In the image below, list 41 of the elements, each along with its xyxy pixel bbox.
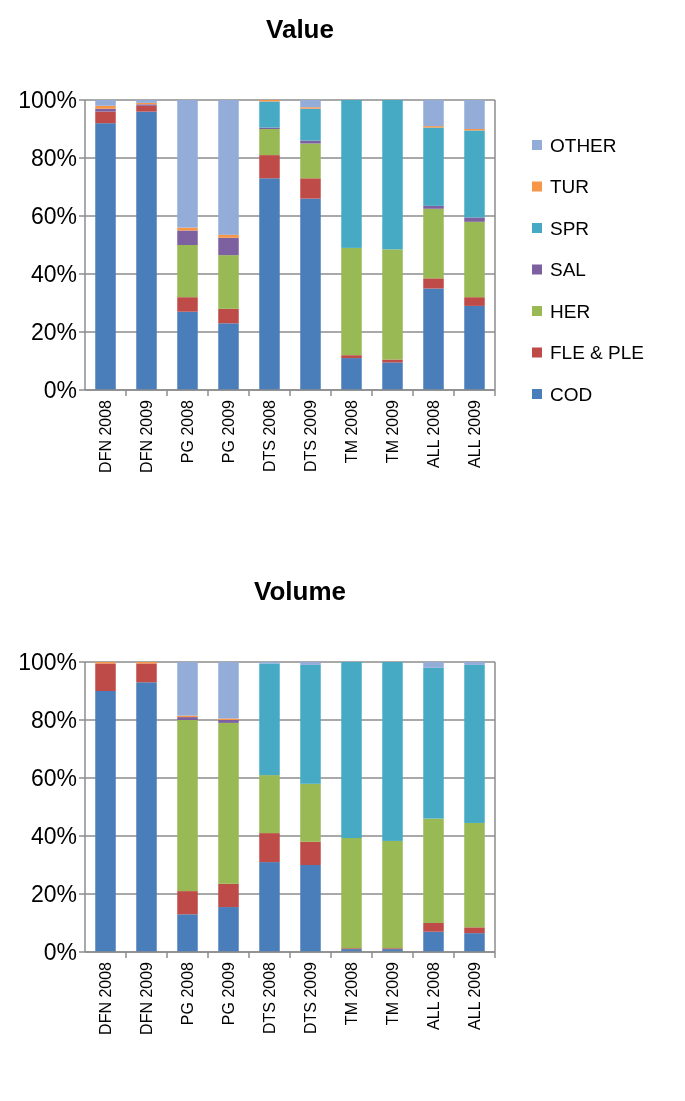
legend-label: SPR <box>550 217 590 239</box>
x-tick-label: TM 2009 <box>384 399 402 464</box>
x-tick-label: DFN 2008 <box>97 961 115 1035</box>
x-tick-label: DTS 2008 <box>261 961 279 1035</box>
x-tick-label: TM 2009 <box>384 961 402 1026</box>
x-tick-label: DFN 2008 <box>97 399 115 473</box>
y-tick-label: 100% <box>18 87 77 114</box>
y-tick-label: 80% <box>30 707 77 734</box>
legend-label: COD <box>550 383 593 405</box>
chart-title: Value <box>266 14 334 44</box>
chart-title: Volume <box>254 576 346 606</box>
legend-label: FLE & PLE <box>550 342 644 364</box>
x-tick-label: DTS 2008 <box>261 399 279 473</box>
x-tick-label: ALL 2008 <box>425 399 443 468</box>
y-tick-label: 80% <box>30 145 77 172</box>
y-tick-label: 0% <box>43 939 77 966</box>
x-tick-label: PG 2009 <box>220 399 238 464</box>
x-tick-label: DFN 2009 <box>138 399 156 473</box>
x-tick-label: TM 2008 <box>343 961 361 1026</box>
x-tick-label: TM 2008 <box>343 399 361 464</box>
x-tick-label: DTS 2009 <box>302 961 320 1035</box>
x-tick-label: ALL 2009 <box>466 961 484 1030</box>
y-tick-label: 40% <box>30 823 77 850</box>
x-tick-label: PG 2008 <box>179 961 197 1026</box>
y-tick-label: 60% <box>30 765 77 792</box>
x-tick-label: ALL 2008 <box>425 961 443 1030</box>
y-tick-label: 20% <box>30 319 77 346</box>
y-tick-label: 40% <box>30 261 77 288</box>
x-tick-label: DFN 2009 <box>138 961 156 1035</box>
y-tick-label: 0% <box>43 377 77 404</box>
x-tick-label: DTS 2009 <box>302 399 320 473</box>
y-tick-label: 60% <box>30 203 77 230</box>
legend-label: TUR <box>550 176 590 198</box>
y-tick-label: 100% <box>18 649 77 676</box>
x-tick-label: PG 2009 <box>220 961 238 1026</box>
legend-label: SAL <box>550 259 586 281</box>
y-tick-label: 20% <box>30 881 77 908</box>
x-tick-label: ALL 2009 <box>466 399 484 468</box>
legend-label: OTHER <box>550 134 617 156</box>
legend-label: HER <box>550 300 591 322</box>
x-tick-label: PG 2008 <box>179 399 197 464</box>
